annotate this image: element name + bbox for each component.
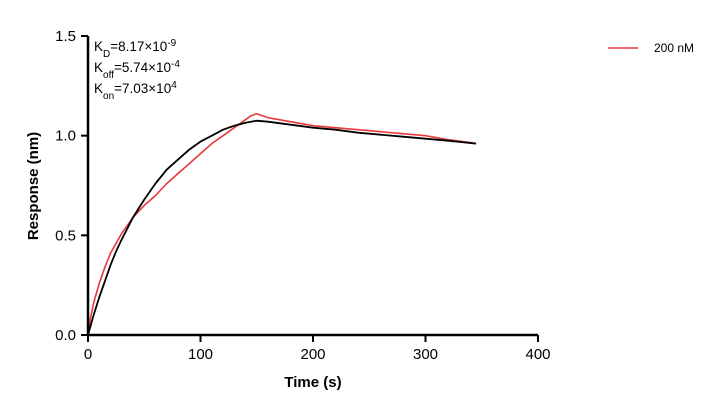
fit-curve-line (87, 119, 477, 336)
x-tick-label: 200 (300, 346, 325, 363)
series-line-200nm (87, 112, 477, 336)
kinetics-line-off: Koff=5.74×10-4 (94, 59, 180, 81)
x-tick-label: 0 (84, 346, 92, 363)
y-axis-title: Response (nm) (25, 132, 42, 240)
x-tick-label: 400 (525, 346, 550, 363)
x-axis-title: Time (s) (284, 374, 341, 391)
x-tick-label: 100 (188, 346, 213, 363)
y-tick-label: 0.5 (55, 227, 76, 244)
x-tick-label: 300 (413, 346, 438, 363)
kinetics-line-d: KD=8.17×10-9 (94, 38, 177, 60)
legend: 200 nM (608, 41, 694, 55)
kinetics-line-on: Kon=7.03×104 (94, 80, 177, 102)
y-tick-label: 0.0 (55, 327, 76, 344)
y-tick-label: 1.5 (55, 28, 76, 45)
y-tick-label: 1.0 (55, 128, 76, 145)
legend-label: 200 nM (654, 41, 694, 55)
